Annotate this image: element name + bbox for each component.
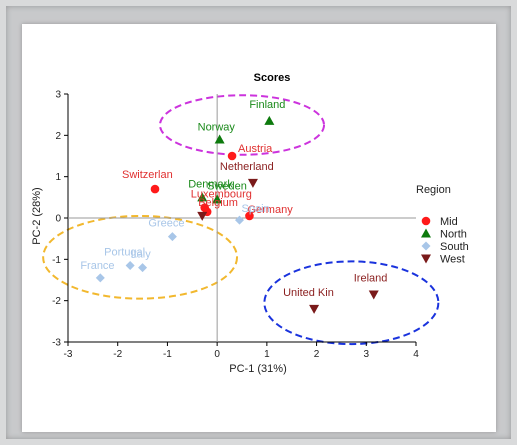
scores-plot: -3 -2 -1 0 1 2 3 4 -3 -2 -1 0 1 2 3 Switzerlan Austria L… <box>31 72 469 375</box>
y-tick-label: 3 <box>55 90 61 101</box>
ellipses-layer <box>42 94 440 346</box>
app-window: -3 -2 -1 0 1 2 3 4 -3 -2 -1 0 1 2 3 Switzerlan Austria L… <box>6 6 511 439</box>
x-tick-label: 3 <box>364 349 370 360</box>
y-tick-label: -2 <box>52 296 61 307</box>
point-united-kin <box>309 304 320 314</box>
point-label-united-kin: United Kin <box>283 287 334 299</box>
point-label-france: France <box>80 260 114 272</box>
point-austria <box>227 151 237 161</box>
point-label-austria: Austria <box>238 143 273 155</box>
point-netherland <box>247 178 258 188</box>
y-tick-label: -3 <box>52 338 61 349</box>
point-label-luxembourg: Luxembourg <box>191 189 252 201</box>
south-ellipse <box>42 214 239 300</box>
y-axis-label: PC-2 (28%) <box>31 187 43 244</box>
legend-marker-north <box>421 228 431 238</box>
point-label-greece: Greece <box>148 218 184 230</box>
x-tick-label: 2 <box>314 349 320 360</box>
point-label-sweden: Sweden <box>207 180 247 192</box>
axes-layer: -3 -2 -1 0 1 2 3 4 -3 -2 -1 0 1 2 3 <box>52 90 419 361</box>
legend-label-north: North <box>440 229 467 241</box>
legend-marker-west <box>421 254 431 264</box>
point-label-portugal: Portugal <box>104 247 145 259</box>
x-tick-label: 4 <box>413 349 419 360</box>
point-label-ireland: Ireland <box>354 272 388 284</box>
points-layer <box>95 115 379 314</box>
point-label-finland: Finland <box>249 99 285 111</box>
point-spain <box>235 215 245 225</box>
point-italy <box>138 263 148 273</box>
point-label-spain: Spain <box>242 203 270 215</box>
point-label-switzerlan: Switzerlan <box>122 169 173 181</box>
west-ellipse <box>263 260 440 346</box>
legend-marker-south <box>421 241 431 251</box>
north-ellipse <box>158 94 326 156</box>
x-axis-label: PC-1 (31%) <box>229 363 286 375</box>
x-tick-label: -1 <box>163 349 172 360</box>
legend-marker-mid <box>421 216 431 226</box>
point-point <box>197 211 208 221</box>
x-tick-label: -2 <box>113 349 122 360</box>
x-tick-label: 1 <box>264 349 270 360</box>
y-tick-label: -1 <box>52 255 61 266</box>
y-tick-label: 0 <box>55 214 61 225</box>
chart-panel: -3 -2 -1 0 1 2 3 4 -3 -2 -1 0 1 2 3 Switzerlan Austria L… <box>22 24 496 432</box>
point-portugal <box>125 261 135 271</box>
point-label-netherland: Netherland <box>220 161 274 173</box>
y-tick-label: 1 <box>55 172 61 183</box>
x-tick-label: -3 <box>64 349 73 360</box>
legend-label-south: South <box>440 241 469 253</box>
point-switzerlan <box>150 184 160 194</box>
point-label-italy: Italy <box>131 249 152 261</box>
point-denmark <box>197 192 208 202</box>
legend-label-west: West <box>440 254 465 266</box>
point-label-norway: Norway <box>198 121 236 133</box>
chart-title: Scores <box>254 72 291 84</box>
x-tick-label: 0 <box>214 349 220 360</box>
point-label-germany: Germany <box>247 204 293 216</box>
legend-title: Region <box>416 184 451 196</box>
legend-label-mid: Mid <box>440 216 458 228</box>
point-ireland <box>368 290 379 300</box>
point-sweden <box>212 194 223 204</box>
point-germany <box>245 211 254 221</box>
point-france <box>95 273 105 283</box>
point-label-denmark: Denmark <box>188 178 233 190</box>
point-greece <box>167 232 177 242</box>
point-label-belgium: Belgium <box>198 197 238 209</box>
point-finland <box>264 115 275 125</box>
point-norway <box>214 134 225 144</box>
y-tick-label: 2 <box>55 131 61 142</box>
